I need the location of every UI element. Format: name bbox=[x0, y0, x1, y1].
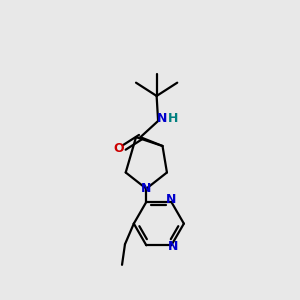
Text: N: N bbox=[168, 240, 178, 253]
Text: N: N bbox=[166, 193, 176, 206]
Text: N: N bbox=[157, 112, 167, 124]
Text: O: O bbox=[114, 142, 124, 155]
Text: H: H bbox=[168, 112, 178, 124]
Text: N: N bbox=[141, 182, 152, 195]
